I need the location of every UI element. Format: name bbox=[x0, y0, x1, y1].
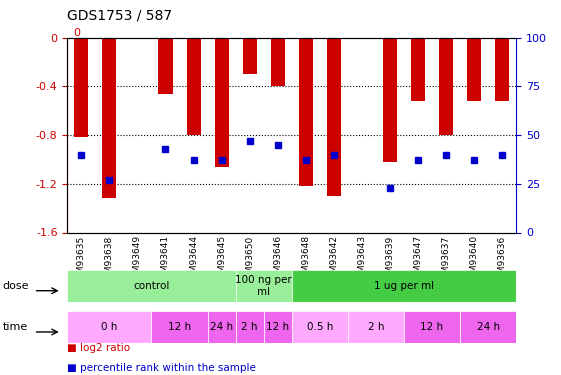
Text: time: time bbox=[3, 322, 28, 332]
Text: 2 h: 2 h bbox=[241, 322, 258, 332]
FancyBboxPatch shape bbox=[404, 311, 460, 343]
Bar bbox=[411, 38, 425, 101]
Bar bbox=[495, 38, 509, 101]
Text: 0: 0 bbox=[67, 27, 81, 38]
Bar bbox=[159, 38, 173, 94]
FancyBboxPatch shape bbox=[348, 311, 404, 343]
Text: 24 h: 24 h bbox=[210, 322, 233, 332]
Bar bbox=[327, 38, 341, 196]
Bar bbox=[214, 38, 229, 166]
Bar bbox=[102, 38, 117, 198]
Text: 24 h: 24 h bbox=[476, 322, 500, 332]
Bar bbox=[298, 38, 313, 186]
Text: control: control bbox=[134, 281, 169, 291]
Bar bbox=[74, 38, 89, 138]
FancyBboxPatch shape bbox=[236, 311, 264, 343]
FancyBboxPatch shape bbox=[151, 311, 208, 343]
Text: 12 h: 12 h bbox=[168, 322, 191, 332]
Text: GDS1753 / 587: GDS1753 / 587 bbox=[67, 9, 172, 22]
Bar bbox=[186, 38, 201, 135]
Text: 1 ug per ml: 1 ug per ml bbox=[374, 281, 434, 291]
FancyBboxPatch shape bbox=[236, 270, 292, 302]
FancyBboxPatch shape bbox=[67, 311, 151, 343]
Text: 100 ng per
ml: 100 ng per ml bbox=[235, 275, 292, 297]
Bar bbox=[467, 38, 481, 101]
Text: dose: dose bbox=[3, 281, 29, 291]
FancyBboxPatch shape bbox=[264, 311, 292, 343]
Text: ■ log2 ratio: ■ log2 ratio bbox=[67, 343, 131, 352]
Bar bbox=[242, 38, 256, 74]
FancyBboxPatch shape bbox=[292, 311, 348, 343]
FancyBboxPatch shape bbox=[292, 270, 516, 302]
Text: 12 h: 12 h bbox=[420, 322, 444, 332]
Text: 0 h: 0 h bbox=[101, 322, 118, 332]
FancyBboxPatch shape bbox=[67, 270, 236, 302]
Bar bbox=[270, 38, 284, 86]
Bar bbox=[439, 38, 453, 135]
FancyBboxPatch shape bbox=[208, 311, 236, 343]
Text: 12 h: 12 h bbox=[266, 322, 289, 332]
Text: 0.5 h: 0.5 h bbox=[306, 322, 333, 332]
Text: 2 h: 2 h bbox=[367, 322, 384, 332]
Text: ■ percentile rank within the sample: ■ percentile rank within the sample bbox=[67, 363, 256, 373]
FancyBboxPatch shape bbox=[460, 311, 516, 343]
Bar bbox=[383, 38, 397, 162]
